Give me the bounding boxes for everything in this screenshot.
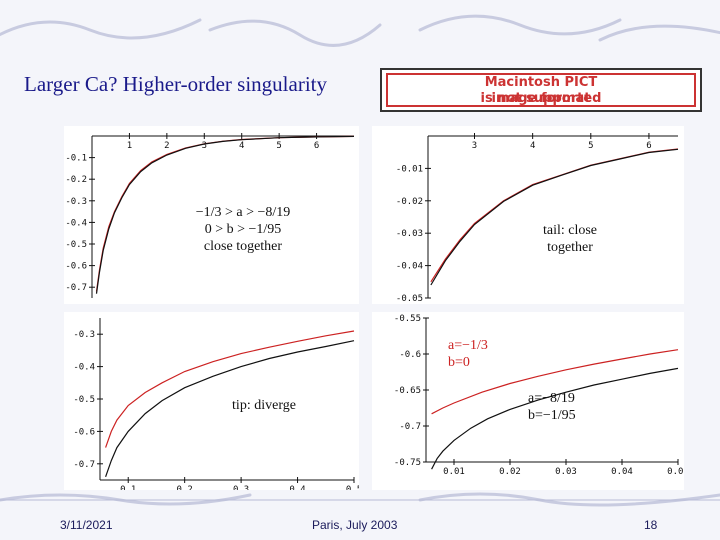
y-tick-label: -0.4 bbox=[73, 363, 95, 373]
x-tick-label: 0.03 bbox=[555, 467, 577, 477]
y-tick-label: -0.2 bbox=[65, 175, 87, 185]
x-tick-label: 0.3 bbox=[233, 485, 249, 490]
series-line-red bbox=[105, 330, 355, 448]
y-tick-label: -0.01 bbox=[396, 164, 423, 174]
y-tick-label: -0.6 bbox=[73, 427, 95, 437]
annotation-line-2: b=0 bbox=[448, 355, 470, 370]
plot-bottom-right-svg: 0.01 0.02 0.03 0.04 0.05 -0.55 -0.6 -0.65 -0.7 -0… bbox=[394, 314, 684, 477]
x-tick-label: 5 bbox=[588, 141, 593, 151]
series-line-black bbox=[430, 148, 679, 286]
annotation-line-1: a=−1/3 bbox=[448, 338, 488, 353]
y-tick-label: -0.05 bbox=[396, 294, 423, 304]
annotation-line-2: 0 > b > −1/95 bbox=[204, 222, 282, 237]
x-tick-label: 2 bbox=[164, 141, 169, 151]
y-tick-label: -0.4 bbox=[65, 218, 87, 228]
annotation-line-2: b=−1/95 bbox=[528, 408, 576, 423]
y-tick-label: -0.55 bbox=[394, 314, 421, 324]
x-tick-label: 0.4 bbox=[289, 485, 305, 490]
x-tick-label: 0.04 bbox=[611, 467, 633, 477]
placeholder-line-1: Macintosh PICT bbox=[484, 75, 598, 90]
x-tick-label: 3 bbox=[472, 141, 477, 151]
y-tick-label: -0.03 bbox=[396, 229, 423, 239]
x-tick-label: 0.2 bbox=[177, 485, 193, 490]
annotation-line-1: −1/3 > a > −8/19 bbox=[195, 205, 291, 220]
annotation-line-2: together bbox=[547, 240, 593, 255]
annotation-bottom-left: tip: diverge bbox=[214, 397, 314, 414]
annotation-black-series: a=−8/19 b=−1/95 bbox=[528, 390, 608, 424]
y-tick-label: -0.5 bbox=[65, 240, 87, 250]
x-tick-label: 0.01 bbox=[443, 467, 465, 477]
series-line-black bbox=[431, 367, 679, 470]
plot-bottom-left-svg: 0.1 0.2 0.3 0.4 0.5 -0.3 -0.4 -0.5 -0.6 -0.7 bbox=[73, 318, 359, 490]
y-tick-label: -0.02 bbox=[396, 197, 423, 207]
slide-title: Larger Ca? Higher-order singularity bbox=[24, 72, 327, 96]
series-line-red bbox=[431, 349, 679, 415]
x-tick-label: 0.05 bbox=[667, 467, 684, 477]
x-tick-label: 6 bbox=[314, 141, 319, 151]
plot-bottom-left: 0.1 0.2 0.3 0.4 0.5 -0.3 -0.4 -0.5 -0.6 -0.7 bbox=[64, 312, 359, 490]
plot-top-right-svg: 3 4 5 6 -0.01 -0.02 -0.03 -0.04 -0.05 bbox=[396, 133, 679, 304]
annotation-red-series: a=−1/3 b=0 bbox=[448, 337, 518, 371]
y-tick-label: -0.04 bbox=[396, 262, 423, 272]
series-line-red bbox=[430, 148, 679, 283]
page-number: 18 bbox=[644, 518, 658, 532]
placeholder-text-2: is not supported bbox=[388, 91, 694, 107]
unsupported-image-placeholder: Macintosh PICT image format is not suppo… bbox=[380, 68, 702, 112]
y-tick-label: -0.75 bbox=[394, 458, 421, 468]
annotation-line-3: close together bbox=[203, 239, 283, 254]
x-tick-label: 0.02 bbox=[499, 467, 521, 477]
plot-bottom-right: 0.01 0.02 0.03 0.04 0.05 -0.55 -0.6 -0.65 -0.7 -0… bbox=[372, 312, 684, 490]
plot-top-left-svg: 1 2 3 4 5 6 -0.1 -0.2 -0.3 -0.4 -0.5 -0.6 -0.7 bbox=[65, 133, 355, 298]
footer-date: 3/11/2021 bbox=[60, 518, 113, 532]
y-tick-label: -0.7 bbox=[73, 460, 95, 470]
placeholder-frame: Macintosh PICT image format is not suppo… bbox=[386, 73, 696, 107]
y-tick-label: -0.1 bbox=[65, 154, 87, 164]
x-tick-label: 0.1 bbox=[120, 485, 136, 490]
y-tick-label: -0.5 bbox=[73, 395, 95, 405]
placeholder-line-3: is not supported bbox=[480, 91, 602, 106]
y-tick-label: -0.7 bbox=[65, 283, 87, 293]
plot-top-left: 1 2 3 4 5 6 -0.1 -0.2 -0.3 -0.4 -0.5 -0.6 -0.7 bbox=[64, 126, 359, 304]
y-tick-label: -0.6 bbox=[65, 262, 87, 272]
annotation-line-1: a=−8/19 bbox=[528, 391, 575, 406]
placeholder-text: Macintosh PICT image format bbox=[388, 75, 694, 107]
annotation-top-left: −1/3 > a > −8/19 0 > b > −1/95 close tog… bbox=[178, 204, 308, 255]
x-tick-label: 1 bbox=[127, 141, 132, 151]
x-tick-label: 4 bbox=[239, 141, 244, 151]
plot-top-right: 3 4 5 6 -0.01 -0.02 -0.03 -0.04 -0.05 bbox=[372, 126, 684, 304]
annotation-line-1: tip: diverge bbox=[232, 398, 296, 413]
annotation-top-right: tail: close together bbox=[525, 222, 615, 256]
series-line-black bbox=[105, 340, 355, 477]
series-line-black bbox=[95, 135, 355, 294]
x-tick-label: 0.5 bbox=[346, 485, 359, 490]
y-tick-label: -0.3 bbox=[65, 197, 87, 207]
x-tick-label: 3 bbox=[202, 141, 207, 151]
x-tick-label: 5 bbox=[276, 141, 281, 151]
footer-center: Paris, July 2003 bbox=[312, 518, 398, 532]
y-tick-label: -0.3 bbox=[73, 330, 95, 340]
placeholder-line-2: image format bbox=[491, 91, 591, 106]
y-tick-label: -0.6 bbox=[399, 350, 421, 360]
y-tick-label: -0.7 bbox=[399, 422, 421, 432]
x-tick-label: 4 bbox=[530, 141, 535, 151]
x-tick-label: 6 bbox=[646, 141, 651, 151]
y-tick-label: -0.65 bbox=[394, 386, 421, 396]
annotation-line-1: tail: close bbox=[542, 223, 598, 238]
